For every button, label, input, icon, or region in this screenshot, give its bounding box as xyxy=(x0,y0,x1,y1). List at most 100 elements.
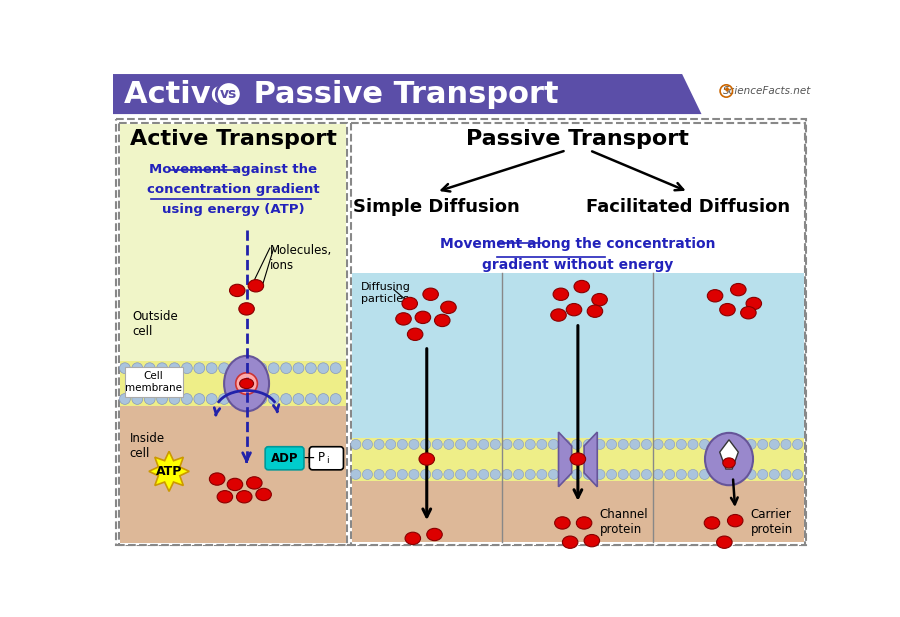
FancyBboxPatch shape xyxy=(266,447,304,470)
Circle shape xyxy=(758,439,768,449)
Text: Cell
membrane: Cell membrane xyxy=(125,371,182,393)
Circle shape xyxy=(560,470,570,479)
Circle shape xyxy=(409,439,419,449)
Ellipse shape xyxy=(592,294,608,306)
Circle shape xyxy=(374,470,384,479)
Circle shape xyxy=(560,439,570,449)
Circle shape xyxy=(386,470,396,479)
Circle shape xyxy=(244,394,255,404)
Circle shape xyxy=(293,363,304,373)
Ellipse shape xyxy=(574,280,590,292)
Circle shape xyxy=(781,470,791,479)
Text: P: P xyxy=(318,451,325,464)
Ellipse shape xyxy=(217,491,232,503)
Circle shape xyxy=(467,439,477,449)
Circle shape xyxy=(206,363,217,373)
Circle shape xyxy=(397,470,408,479)
Ellipse shape xyxy=(423,288,438,300)
Ellipse shape xyxy=(731,283,746,296)
Ellipse shape xyxy=(230,284,245,297)
Ellipse shape xyxy=(419,453,435,465)
Circle shape xyxy=(144,363,155,373)
Circle shape xyxy=(194,394,204,404)
Circle shape xyxy=(231,363,242,373)
Circle shape xyxy=(132,363,143,373)
Circle shape xyxy=(734,470,744,479)
Ellipse shape xyxy=(237,491,252,503)
Circle shape xyxy=(268,363,279,373)
Ellipse shape xyxy=(402,297,418,310)
Circle shape xyxy=(746,470,756,479)
Ellipse shape xyxy=(587,305,603,317)
Circle shape xyxy=(206,394,217,404)
Ellipse shape xyxy=(427,528,442,540)
Circle shape xyxy=(630,439,640,449)
Circle shape xyxy=(699,439,709,449)
Circle shape xyxy=(397,439,408,449)
Circle shape xyxy=(219,363,230,373)
Text: ScienceFacts.net: ScienceFacts.net xyxy=(724,86,812,96)
Circle shape xyxy=(572,470,581,479)
Circle shape xyxy=(432,470,442,479)
Ellipse shape xyxy=(707,289,723,302)
Ellipse shape xyxy=(396,313,411,325)
Ellipse shape xyxy=(435,314,450,326)
Circle shape xyxy=(268,394,279,404)
Ellipse shape xyxy=(723,458,735,468)
Circle shape xyxy=(572,439,581,449)
Bar xyxy=(121,406,346,543)
Circle shape xyxy=(536,470,547,479)
Circle shape xyxy=(479,439,489,449)
Bar xyxy=(654,481,804,542)
Ellipse shape xyxy=(238,303,255,315)
Circle shape xyxy=(526,439,536,449)
Circle shape xyxy=(318,394,328,404)
Circle shape xyxy=(618,439,628,449)
Circle shape xyxy=(607,439,616,449)
Ellipse shape xyxy=(433,550,448,562)
Polygon shape xyxy=(584,432,598,487)
Circle shape xyxy=(536,439,547,449)
Polygon shape xyxy=(112,74,701,114)
Circle shape xyxy=(699,470,709,479)
Text: Movement along the concentration
gradient without energy: Movement along the concentration gradien… xyxy=(440,236,716,272)
Text: Movement against the
concentration gradient
using energy (ATP): Movement against the concentration gradi… xyxy=(147,163,320,215)
Circle shape xyxy=(711,439,721,449)
Ellipse shape xyxy=(247,477,262,489)
Circle shape xyxy=(244,363,255,373)
Circle shape xyxy=(216,81,241,106)
Circle shape xyxy=(120,394,130,404)
Ellipse shape xyxy=(705,433,753,485)
Ellipse shape xyxy=(727,515,743,527)
Bar xyxy=(119,123,347,545)
Circle shape xyxy=(758,470,768,479)
Circle shape xyxy=(281,363,292,373)
Bar xyxy=(351,123,805,545)
Circle shape xyxy=(132,394,143,404)
Text: i: i xyxy=(326,456,328,465)
Bar xyxy=(352,481,501,542)
Text: vs: vs xyxy=(220,87,238,101)
Circle shape xyxy=(455,470,465,479)
Ellipse shape xyxy=(704,517,720,529)
Circle shape xyxy=(653,470,663,479)
Text: Active Transport: Active Transport xyxy=(130,130,337,149)
Circle shape xyxy=(305,363,316,373)
Circle shape xyxy=(194,363,204,373)
Circle shape xyxy=(363,470,373,479)
Circle shape xyxy=(467,470,477,479)
Polygon shape xyxy=(559,432,572,487)
Ellipse shape xyxy=(236,373,257,394)
Circle shape xyxy=(548,470,559,479)
Circle shape xyxy=(723,470,733,479)
Ellipse shape xyxy=(566,304,581,316)
Ellipse shape xyxy=(562,536,578,549)
Circle shape xyxy=(318,363,328,373)
Ellipse shape xyxy=(716,536,732,549)
Circle shape xyxy=(630,470,640,479)
Bar xyxy=(125,367,183,397)
Circle shape xyxy=(330,363,341,373)
Circle shape xyxy=(491,439,500,449)
Text: Passive Transport: Passive Transport xyxy=(466,130,689,149)
Circle shape xyxy=(665,470,675,479)
